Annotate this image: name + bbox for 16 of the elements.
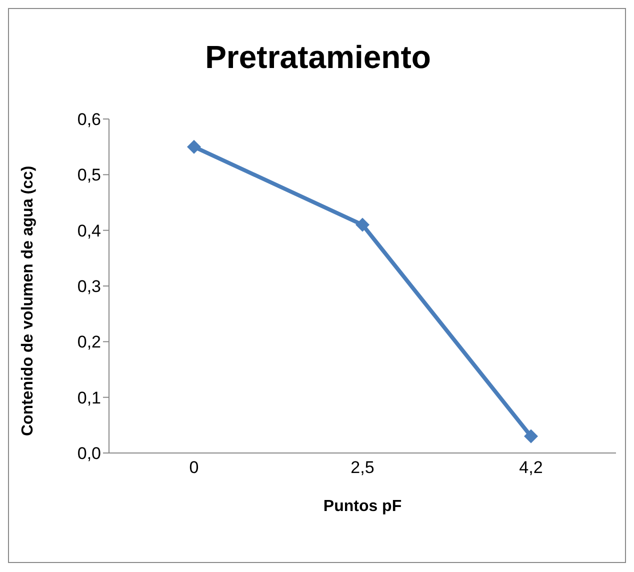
y-tick-label: 0,6 bbox=[77, 110, 101, 130]
y-tick-label: 0,0 bbox=[77, 444, 101, 464]
y-axis-title: Contenido de volumen de agua (cc) bbox=[20, 166, 37, 436]
y-tick-label: 0,5 bbox=[77, 166, 101, 185]
x-tick-label: 0 bbox=[189, 458, 199, 478]
point bbox=[187, 140, 201, 154]
y-tick-label: 0,2 bbox=[77, 332, 101, 352]
x-axis-title: Puntos pF bbox=[323, 498, 402, 515]
x-tick-label: 4,2 bbox=[519, 458, 543, 478]
y-tick-label: 0,3 bbox=[77, 277, 101, 296]
y-tick-label: 0,1 bbox=[77, 388, 101, 408]
x-tick-label: 2,5 bbox=[350, 458, 374, 478]
point bbox=[356, 218, 370, 232]
chart-title: Pretratamiento bbox=[204, 39, 432, 76]
y-tick-label: 0,4 bbox=[77, 221, 101, 240]
point bbox=[524, 429, 538, 444]
